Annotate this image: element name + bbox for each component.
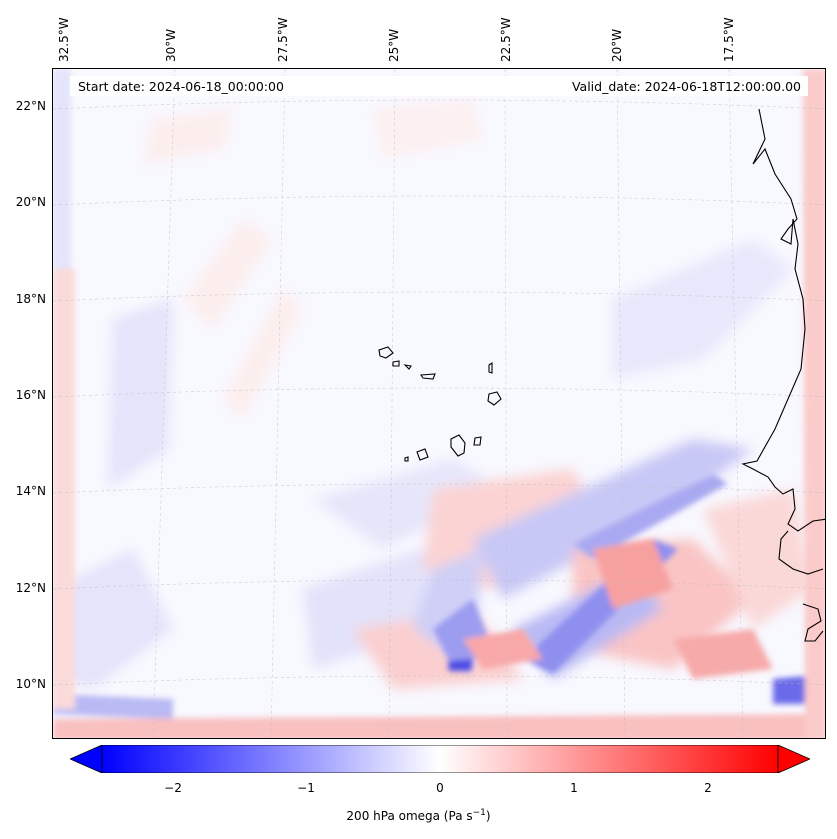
meridian-gridline bbox=[728, 69, 744, 738]
colorbar-label-exponent: −1 bbox=[472, 808, 486, 818]
island-outline bbox=[450, 434, 466, 457]
island-outline bbox=[473, 436, 482, 446]
africa-coastline bbox=[802, 603, 824, 642]
colorbar bbox=[70, 745, 810, 773]
island-outline bbox=[420, 373, 436, 380]
map-panel bbox=[52, 68, 826, 739]
positive-anomaly bbox=[183, 219, 273, 329]
meridian-gridline bbox=[152, 69, 176, 738]
positive-anomaly bbox=[673, 629, 773, 679]
island-outline bbox=[392, 360, 400, 367]
positive-anomaly bbox=[53, 714, 825, 738]
parallel-gridline bbox=[53, 99, 825, 110]
positive-anomaly bbox=[223, 289, 303, 419]
negative-anomaly bbox=[53, 69, 71, 269]
colorbar-tick-label: 0 bbox=[436, 781, 444, 795]
positive-anomaly bbox=[593, 539, 673, 609]
island-outline bbox=[403, 364, 412, 370]
colorbar-tick-label: −2 bbox=[164, 781, 182, 795]
colorbar-extend-high bbox=[777, 745, 810, 773]
parallel-gridline bbox=[53, 675, 825, 686]
negative-anomaly bbox=[53, 549, 173, 689]
parallel-gridline bbox=[53, 387, 825, 398]
lon-label: 25°W bbox=[387, 28, 401, 62]
lat-label: 22°N bbox=[15, 99, 46, 113]
positive-anomaly bbox=[143, 109, 233, 164]
colorbar-extend-low bbox=[70, 745, 103, 773]
lat-label: 10°N bbox=[15, 677, 46, 691]
valid-date-label: Valid_date: 2024-06-18T12:00:00.00 bbox=[571, 79, 801, 94]
lat-label: 14°N bbox=[15, 484, 46, 498]
colorbar-tick-label: 1 bbox=[570, 781, 578, 795]
negative-anomaly bbox=[53, 694, 173, 719]
island-outline bbox=[404, 456, 409, 462]
omega-field-map bbox=[53, 69, 825, 738]
lat-label: 18°N bbox=[15, 292, 46, 306]
island-outline bbox=[378, 346, 394, 359]
positive-anomaly bbox=[373, 99, 483, 159]
colorbar-label-text: 200 hPa omega (Pa s bbox=[346, 809, 473, 823]
gridlines bbox=[53, 69, 825, 738]
africa-coastline bbox=[778, 530, 824, 575]
lat-label: 16°N bbox=[15, 388, 46, 402]
positive-anomaly bbox=[803, 69, 825, 738]
lat-label: 12°N bbox=[15, 581, 46, 595]
start-date-label: Start date: 2024-06-18_00:00:00 bbox=[78, 79, 284, 94]
lon-label: 30°W bbox=[164, 28, 178, 62]
colorbar-label: 200 hPa omega (Pa s−1) bbox=[0, 808, 837, 823]
negative-anomaly bbox=[108, 299, 173, 489]
colorbar-gradient bbox=[101, 745, 779, 773]
lon-label: 22.5°W bbox=[499, 17, 513, 62]
africa-coastline bbox=[741, 108, 825, 532]
lon-label: 32.5°W bbox=[57, 17, 71, 62]
meridian-gridline bbox=[616, 69, 626, 738]
island-outline bbox=[487, 391, 502, 406]
negative-anomaly bbox=[448, 659, 473, 671]
lat-label: 20°N bbox=[15, 195, 46, 209]
coastlines bbox=[378, 108, 825, 642]
meridian-gridline bbox=[388, 69, 396, 738]
colorbar-tick-label: −1 bbox=[297, 781, 315, 795]
meridian-gridline bbox=[270, 69, 286, 738]
negative-anomaly bbox=[303, 539, 453, 669]
negative-anomaly bbox=[473, 439, 753, 599]
colorbar-label-close: ) bbox=[485, 809, 491, 823]
date-info-band bbox=[70, 76, 808, 96]
negative-anomaly bbox=[573, 474, 728, 559]
negative-anomaly bbox=[313, 459, 503, 549]
omega-field-detail bbox=[53, 69, 825, 738]
positive-anomaly bbox=[463, 629, 543, 669]
meridian-gridline bbox=[504, 69, 508, 738]
lon-label: 20°W bbox=[610, 28, 624, 62]
positive-anomaly bbox=[53, 269, 75, 709]
colorbar-tick-label: 2 bbox=[704, 781, 712, 795]
island-outline bbox=[416, 448, 429, 461]
island-outline bbox=[488, 361, 493, 374]
negative-anomaly bbox=[613, 239, 793, 379]
lon-label: 17.5°W bbox=[722, 17, 736, 62]
parallel-gridline bbox=[53, 483, 825, 494]
parallel-gridline bbox=[53, 579, 825, 590]
parallel-gridline bbox=[53, 195, 825, 206]
positive-anomaly bbox=[703, 489, 813, 629]
lon-label: 27.5°W bbox=[276, 17, 290, 62]
parallel-gridline bbox=[53, 291, 825, 302]
